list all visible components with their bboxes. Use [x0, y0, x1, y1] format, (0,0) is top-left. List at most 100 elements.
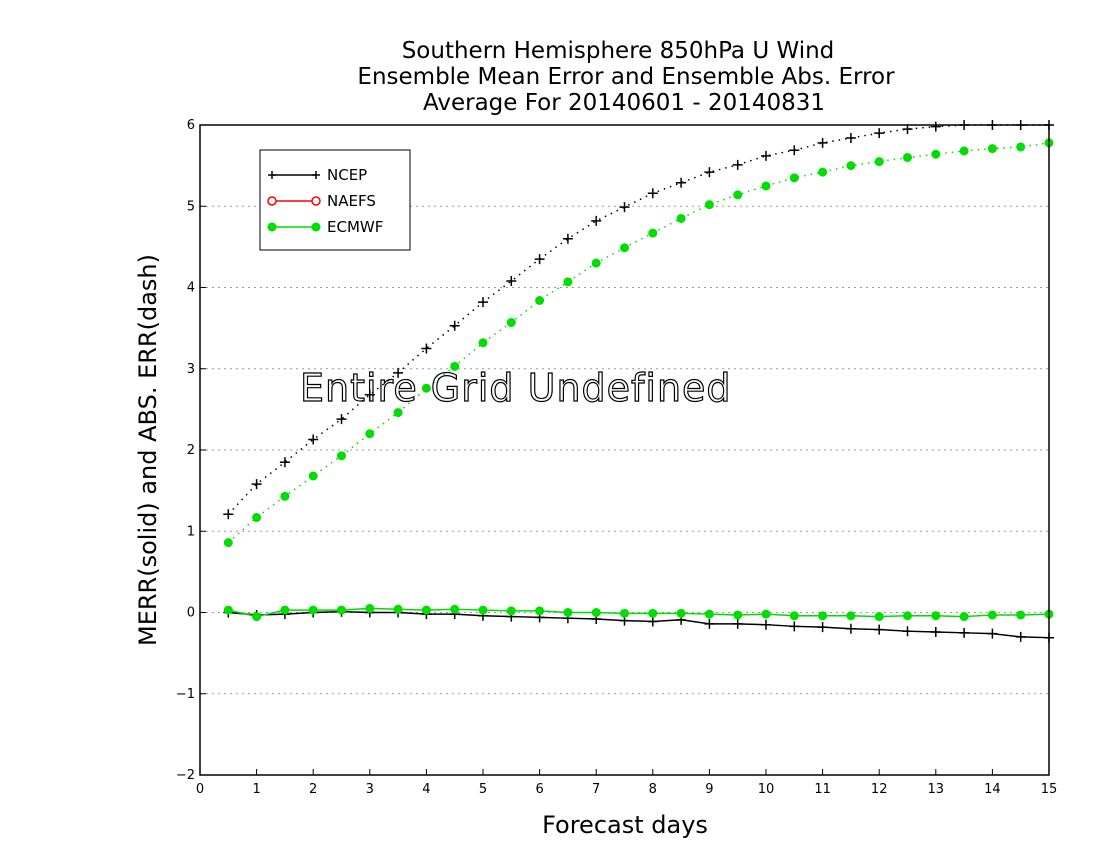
- y-tick-label-6: 4: [187, 281, 195, 296]
- x-tick-label-8: 8: [649, 782, 657, 797]
- ecmwf-merr-point-9: [478, 605, 488, 615]
- ecmwf-abs-err-point-17: [704, 200, 714, 210]
- ncep-abs-err-point-8: [449, 320, 460, 331]
- title-line-3: Average For 20140601 - 20140831: [423, 90, 825, 116]
- ecmwf-merr-point-14: [620, 608, 629, 618]
- ncep-merr-point-17: [704, 618, 715, 629]
- ecmwf-merr-point-13: [591, 608, 601, 617]
- x-tick-label-14: 14: [984, 782, 1001, 797]
- y-tick-label-1: −1: [176, 687, 195, 702]
- legend-entry-naefs: NAEFS: [267, 192, 376, 210]
- ecmwf-abs-err-point-14: [620, 243, 629, 253]
- ncep-abs-err-point-14: [619, 202, 630, 213]
- ecmwf-abs-err-point-9: [478, 338, 488, 348]
- ecmwf-abs-err-point-6: [393, 408, 403, 418]
- ecmwf-abs-err-point-26: [959, 146, 969, 156]
- ncep-merr-point-18: [732, 618, 743, 629]
- ncep-abs-err-point-15: [647, 188, 658, 199]
- ncep-abs-err-point-11: [534, 254, 545, 265]
- ncep-abs-err-point-1: [251, 479, 262, 490]
- ecmwf-merr-point-2: [280, 605, 290, 615]
- x-tick-label-5: 5: [479, 782, 487, 797]
- ncep-abs-err-point-9: [478, 297, 488, 308]
- ecmwf-abs-err-point-25: [931, 149, 941, 159]
- legend-entry-ncep: NCEP: [268, 166, 367, 184]
- ecmwf-abs-err-point-16: [676, 213, 686, 223]
- ecmwf-abs-err-point-1: [252, 512, 262, 522]
- ecmwf-merr-point-8: [450, 604, 460, 614]
- ecmwf-abs-err-point-27: [987, 144, 997, 154]
- ncep-abs-err-point-22: [845, 133, 856, 143]
- x-tick-label-3: 3: [366, 782, 374, 797]
- y-tick-label-7: 5: [187, 199, 195, 214]
- ecmwf-abs-err-point-12: [563, 277, 573, 287]
- ecmwf-abs-err-point-21: [818, 167, 828, 177]
- ecmwf-abs-err-point-2: [280, 491, 290, 501]
- y-tick-label-4: 2: [187, 443, 195, 458]
- ecmwf-merr-point-22: [846, 611, 856, 621]
- x-tick-label-9: 9: [705, 782, 713, 797]
- ncep-abs-err-point-3: [308, 434, 319, 445]
- ncep-abs-err-point-6: [393, 367, 404, 378]
- ecmwf-abs-err-point-0: [223, 538, 233, 548]
- ecmwf-merr-point-19: [761, 609, 771, 619]
- ncep-merr-point-23: [874, 624, 885, 635]
- x-tick-label-7: 7: [592, 782, 600, 797]
- legend-entry-ecmwf: ECMWF: [267, 218, 383, 236]
- ncep-abs-err-point-25: [930, 121, 941, 132]
- ncep-merr-point-26: [959, 627, 970, 638]
- x-tick-label-12: 12: [871, 782, 888, 797]
- ecmwf-merr-point-25: [931, 611, 941, 621]
- ecmwf-merr-point-15: [648, 608, 658, 618]
- x-tick-label-4: 4: [422, 782, 430, 797]
- ncep-abs-err-point-23: [874, 128, 885, 139]
- legend-label-ecmwf: ECMWF: [327, 218, 383, 236]
- y-tick-label-3: 1: [187, 524, 195, 539]
- ecmwf-merr-line: [228, 607, 1050, 618]
- ecmwf-merr-point-3: [308, 605, 318, 615]
- ecmwf-abs-err-point-4: [337, 451, 346, 461]
- x-tick-label-10: 10: [758, 782, 775, 797]
- ecmwf-merr-point-24: [903, 611, 912, 621]
- legend-label-naefs: NAEFS: [327, 192, 376, 210]
- ncep-merr-point-27: [987, 628, 998, 639]
- ecmwf-abs-err-point-15: [648, 228, 658, 238]
- legend-label-ncep: NCEP: [327, 166, 367, 184]
- ncep-abs-err-point-20: [789, 145, 800, 156]
- ecmwf-abs-err-point-10: [506, 317, 516, 327]
- x-tick-label-0: 0: [196, 782, 204, 797]
- ecmwf-merr-point-11: [535, 606, 545, 616]
- legend-marker-ecmwf-left: [267, 222, 277, 232]
- x-tick-label-2: 2: [309, 782, 317, 797]
- ecmwf-merr-point-20: [789, 611, 799, 621]
- ecmwf-merr-point-17: [704, 609, 714, 619]
- ecmwf-abs-err-point-23: [874, 157, 884, 167]
- legend-marker-naefs-right: [311, 196, 321, 206]
- ncep-abs-err-point-2: [279, 457, 290, 468]
- legend-marker-naefs-left: [267, 196, 277, 206]
- ecmwf-merr-point-6: [393, 604, 403, 614]
- legend-marker-ncep: [268, 171, 320, 179]
- ncep-abs-err-point-21: [817, 137, 828, 148]
- ecmwf-merr-point-7: [421, 605, 431, 615]
- ncep-abs-err-point-19: [761, 150, 771, 161]
- ncep-merr-point-21: [817, 622, 828, 633]
- plot-frame: [199, 124, 1050, 776]
- ecmwf-abs-err-point-3: [308, 471, 318, 481]
- ecmwf-abs-err-point-7: [421, 383, 431, 393]
- ecmwf-abs-err-point-8: [450, 361, 460, 371]
- ecmwf-merr-point-5: [365, 603, 375, 613]
- ecmwf-abs-err-point-18: [733, 190, 743, 200]
- ncep-abs-err-point-16: [676, 177, 687, 188]
- ecmwf-merr-point-4: [337, 605, 346, 615]
- ecmwf-abs-err-point-28: [1016, 142, 1026, 152]
- y-axis-label: MERR(solid) and ABS. ERR(dash): [134, 254, 162, 646]
- ecmwf-abs-err-point-24: [903, 153, 912, 162]
- chart-title: Southern Hemisphere 850hPa U Wind Ensemb…: [357, 38, 895, 116]
- ncep-merr-point-22: [845, 623, 856, 634]
- x-tick-label-6: 6: [535, 782, 543, 797]
- legend-box: [259, 149, 411, 251]
- ecmwf-merr-point-18: [733, 610, 743, 620]
- ncep-abs-err-point-7: [421, 343, 432, 354]
